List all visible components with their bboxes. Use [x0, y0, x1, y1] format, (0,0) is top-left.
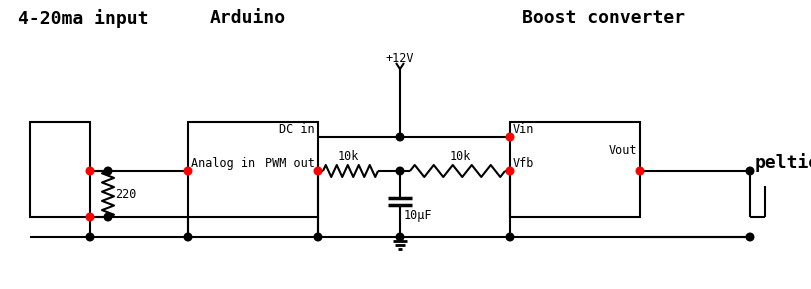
Text: 10k: 10k	[337, 150, 358, 163]
Circle shape	[396, 233, 403, 241]
Circle shape	[86, 213, 94, 221]
Text: PWM out: PWM out	[265, 157, 315, 170]
Circle shape	[745, 233, 753, 241]
Bar	[30, 122, 90, 217]
Circle shape	[184, 233, 191, 241]
Circle shape	[396, 133, 403, 141]
Circle shape	[505, 133, 513, 141]
Text: peltier: peltier	[754, 153, 811, 173]
Text: +12V: +12V	[385, 52, 414, 65]
Circle shape	[86, 167, 94, 175]
Circle shape	[86, 233, 94, 241]
Text: 4-20ma input: 4-20ma input	[18, 9, 148, 28]
Circle shape	[184, 167, 191, 175]
Text: 10k: 10k	[448, 150, 470, 163]
Circle shape	[505, 233, 513, 241]
Bar	[509, 122, 639, 217]
Text: 220: 220	[115, 188, 136, 201]
Circle shape	[635, 167, 643, 175]
Text: Arduino: Arduino	[210, 9, 285, 27]
Text: Vin: Vin	[513, 123, 534, 136]
Text: Analog in: Analog in	[191, 157, 255, 170]
Circle shape	[104, 167, 112, 175]
Text: Vfb: Vfb	[513, 157, 534, 170]
Circle shape	[104, 213, 112, 221]
Text: Vout: Vout	[607, 144, 636, 157]
Bar	[188, 122, 318, 217]
Circle shape	[396, 167, 403, 175]
Text: 10μF: 10μF	[404, 210, 432, 223]
Circle shape	[745, 167, 753, 175]
Circle shape	[505, 167, 513, 175]
Circle shape	[314, 233, 321, 241]
Circle shape	[314, 167, 321, 175]
Text: DC in: DC in	[279, 123, 315, 136]
Text: Boost converter: Boost converter	[521, 9, 684, 27]
